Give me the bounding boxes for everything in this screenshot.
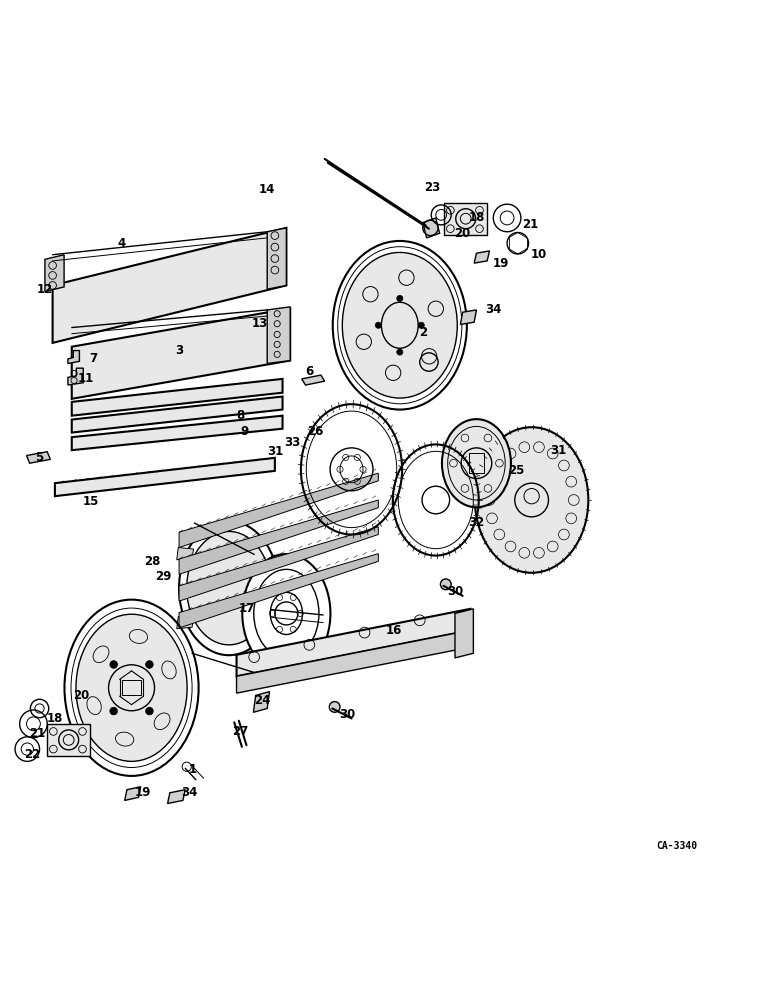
Text: 30: 30 (447, 585, 463, 598)
Polygon shape (236, 630, 470, 693)
Polygon shape (26, 452, 50, 463)
Polygon shape (460, 310, 476, 324)
Ellipse shape (76, 614, 187, 761)
Text: 5: 5 (36, 451, 44, 464)
Text: 10: 10 (531, 248, 547, 261)
Polygon shape (177, 616, 194, 629)
Polygon shape (124, 787, 141, 800)
Text: 23: 23 (424, 181, 440, 194)
Polygon shape (72, 379, 283, 416)
Polygon shape (455, 609, 473, 658)
Polygon shape (179, 554, 378, 628)
Circle shape (397, 295, 403, 301)
Text: 19: 19 (493, 257, 510, 270)
Text: 16: 16 (385, 624, 402, 637)
Text: 13: 13 (252, 317, 268, 330)
Polygon shape (68, 368, 83, 385)
Text: CA-3340: CA-3340 (657, 841, 698, 851)
Text: 26: 26 (307, 425, 323, 438)
Polygon shape (179, 527, 378, 601)
Ellipse shape (475, 427, 588, 573)
Polygon shape (253, 692, 269, 712)
Circle shape (418, 322, 425, 328)
Polygon shape (52, 228, 286, 343)
Text: 2: 2 (418, 326, 427, 339)
Polygon shape (236, 609, 470, 676)
Polygon shape (423, 218, 439, 238)
Polygon shape (267, 307, 290, 364)
Text: 12: 12 (37, 283, 53, 296)
Circle shape (397, 349, 403, 355)
Polygon shape (72, 416, 283, 450)
Text: 8: 8 (236, 409, 245, 422)
Polygon shape (45, 255, 64, 292)
Circle shape (110, 661, 117, 668)
Circle shape (330, 702, 340, 712)
Text: 33: 33 (284, 436, 300, 449)
Text: 22: 22 (24, 748, 40, 761)
Text: 34: 34 (485, 303, 502, 316)
Polygon shape (177, 548, 194, 560)
Text: 11: 11 (77, 372, 93, 385)
Polygon shape (302, 375, 325, 385)
Text: 31: 31 (550, 444, 567, 457)
Ellipse shape (179, 521, 279, 655)
Text: 21: 21 (522, 218, 538, 231)
Text: 18: 18 (469, 211, 485, 224)
Polygon shape (179, 473, 378, 548)
Circle shape (146, 661, 154, 668)
Circle shape (110, 707, 117, 715)
FancyBboxPatch shape (444, 203, 487, 235)
Circle shape (375, 322, 381, 328)
Text: 34: 34 (181, 786, 197, 799)
Circle shape (440, 579, 451, 590)
Text: 31: 31 (267, 445, 283, 458)
Text: 20: 20 (455, 227, 471, 240)
Text: 15: 15 (83, 495, 99, 508)
Text: 19: 19 (135, 786, 151, 799)
Text: 3: 3 (175, 344, 183, 357)
Text: 18: 18 (47, 712, 63, 725)
Text: 4: 4 (117, 237, 126, 250)
Polygon shape (55, 458, 275, 496)
Text: 1: 1 (189, 763, 197, 776)
Circle shape (146, 707, 154, 715)
Text: 27: 27 (232, 725, 249, 738)
Text: 29: 29 (155, 570, 172, 583)
Polygon shape (179, 500, 378, 574)
Polygon shape (72, 397, 283, 433)
Ellipse shape (442, 419, 511, 507)
Polygon shape (72, 308, 290, 399)
Ellipse shape (187, 531, 271, 645)
Text: 28: 28 (144, 555, 161, 568)
Polygon shape (474, 251, 489, 263)
Polygon shape (68, 351, 80, 364)
Text: 17: 17 (239, 602, 255, 615)
Text: 25: 25 (508, 464, 524, 477)
FancyBboxPatch shape (47, 724, 90, 756)
Text: 21: 21 (29, 727, 46, 740)
Text: 9: 9 (240, 425, 249, 438)
Text: 24: 24 (254, 694, 270, 707)
Polygon shape (168, 790, 185, 804)
Text: 14: 14 (259, 183, 276, 196)
Text: 20: 20 (73, 689, 90, 702)
Ellipse shape (242, 554, 330, 673)
Text: 6: 6 (305, 365, 313, 378)
Ellipse shape (342, 252, 457, 398)
Text: 32: 32 (469, 516, 485, 529)
Text: 7: 7 (89, 352, 97, 365)
Polygon shape (267, 228, 286, 289)
Text: 30: 30 (340, 708, 356, 721)
